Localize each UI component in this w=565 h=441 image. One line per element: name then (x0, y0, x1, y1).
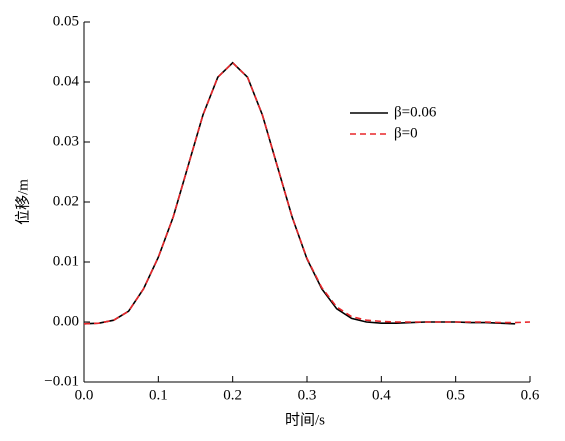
x-tick-label: 0.5 (446, 387, 465, 403)
legend-label: β=0 (394, 125, 418, 141)
y-tick-label: 0.03 (53, 133, 79, 149)
y-tick-label: 0.01 (53, 253, 79, 269)
x-tick-label: 0.2 (223, 387, 242, 403)
y-axis-label: 位移/m (14, 179, 31, 225)
y-tick-label: 0.05 (53, 13, 79, 29)
x-tick-label: 0.0 (75, 387, 94, 403)
series-line (83, 61, 531, 325)
y-tick-label: 0.00 (53, 313, 79, 329)
x-tick-label: 0.6 (521, 387, 540, 403)
y-tick-label: 0.02 (53, 193, 79, 209)
legend-label: β=0.06 (394, 104, 437, 120)
y-tick-label: −0.01 (44, 373, 79, 389)
y-tick-label: 0.04 (53, 73, 80, 89)
x-tick-label: 0.3 (298, 387, 317, 403)
x-tick-label: 0.1 (149, 387, 168, 403)
series-line (83, 61, 516, 325)
x-tick-label: 0.4 (372, 387, 391, 403)
x-axis-label: 时间/s (285, 411, 325, 428)
